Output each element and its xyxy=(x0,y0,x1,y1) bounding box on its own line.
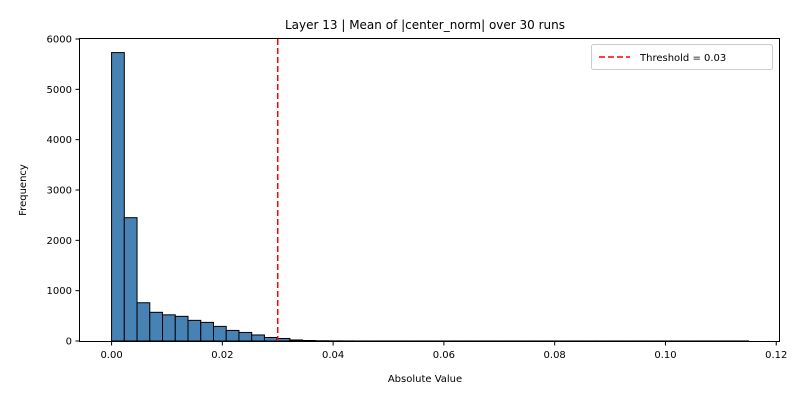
histogram-bar xyxy=(111,52,125,342)
x-tick-label: 0.08 xyxy=(544,350,566,361)
y-tick-label: 3000 xyxy=(47,186,72,197)
histogram-bar xyxy=(225,329,240,342)
histogram-bar xyxy=(149,311,164,342)
x-axis-label: Absolute Value xyxy=(388,374,462,385)
chart-title: Layer 13 | Mean of |center_norm| over 30… xyxy=(285,18,565,32)
x-tick-label: 0.00 xyxy=(100,350,122,361)
histogram-bar xyxy=(302,340,316,342)
x-tick-label: 0.12 xyxy=(765,350,787,361)
histogram-bar xyxy=(276,337,291,342)
y-axis-label: Frequency xyxy=(18,164,29,216)
histogram-bar xyxy=(123,217,138,342)
histogram-bar xyxy=(174,315,189,342)
y-axis: 0 1000 2000 3000 4000 5000 6000 xyxy=(47,35,80,348)
histogram-bars xyxy=(111,52,750,342)
histogram-bar xyxy=(162,314,176,342)
histogram-bar xyxy=(200,321,214,342)
y-tick-label: 6000 xyxy=(47,35,72,46)
legend-threshold-label: Threshold = 0.03 xyxy=(639,53,726,64)
histogram-bar xyxy=(136,302,151,342)
histogram-bar xyxy=(263,336,278,342)
legend-box xyxy=(591,44,773,70)
x-tick-label: 0.04 xyxy=(322,350,344,361)
histogram-bar xyxy=(187,319,202,342)
x-tick-label: 0.06 xyxy=(433,350,455,361)
y-tick-label: 2000 xyxy=(47,236,72,247)
plot-frame xyxy=(79,38,780,342)
y-tick-label: 1000 xyxy=(47,286,72,297)
histogram-bar xyxy=(238,331,253,342)
x-tick-label: 0.02 xyxy=(211,350,233,361)
y-tick-label: 0 xyxy=(66,337,72,348)
x-axis: 0.00 0.02 0.04 0.06 0.08 0.10 0.12 xyxy=(100,341,787,361)
histogram-bar xyxy=(212,325,227,342)
y-tick-label: 4000 xyxy=(47,135,72,146)
y-tick-label: 5000 xyxy=(47,85,72,96)
histogram-bar xyxy=(251,334,265,342)
histogram-bar xyxy=(289,339,304,342)
legend: Threshold = 0.03 xyxy=(591,44,773,70)
x-tick-label: 0.10 xyxy=(654,350,676,361)
